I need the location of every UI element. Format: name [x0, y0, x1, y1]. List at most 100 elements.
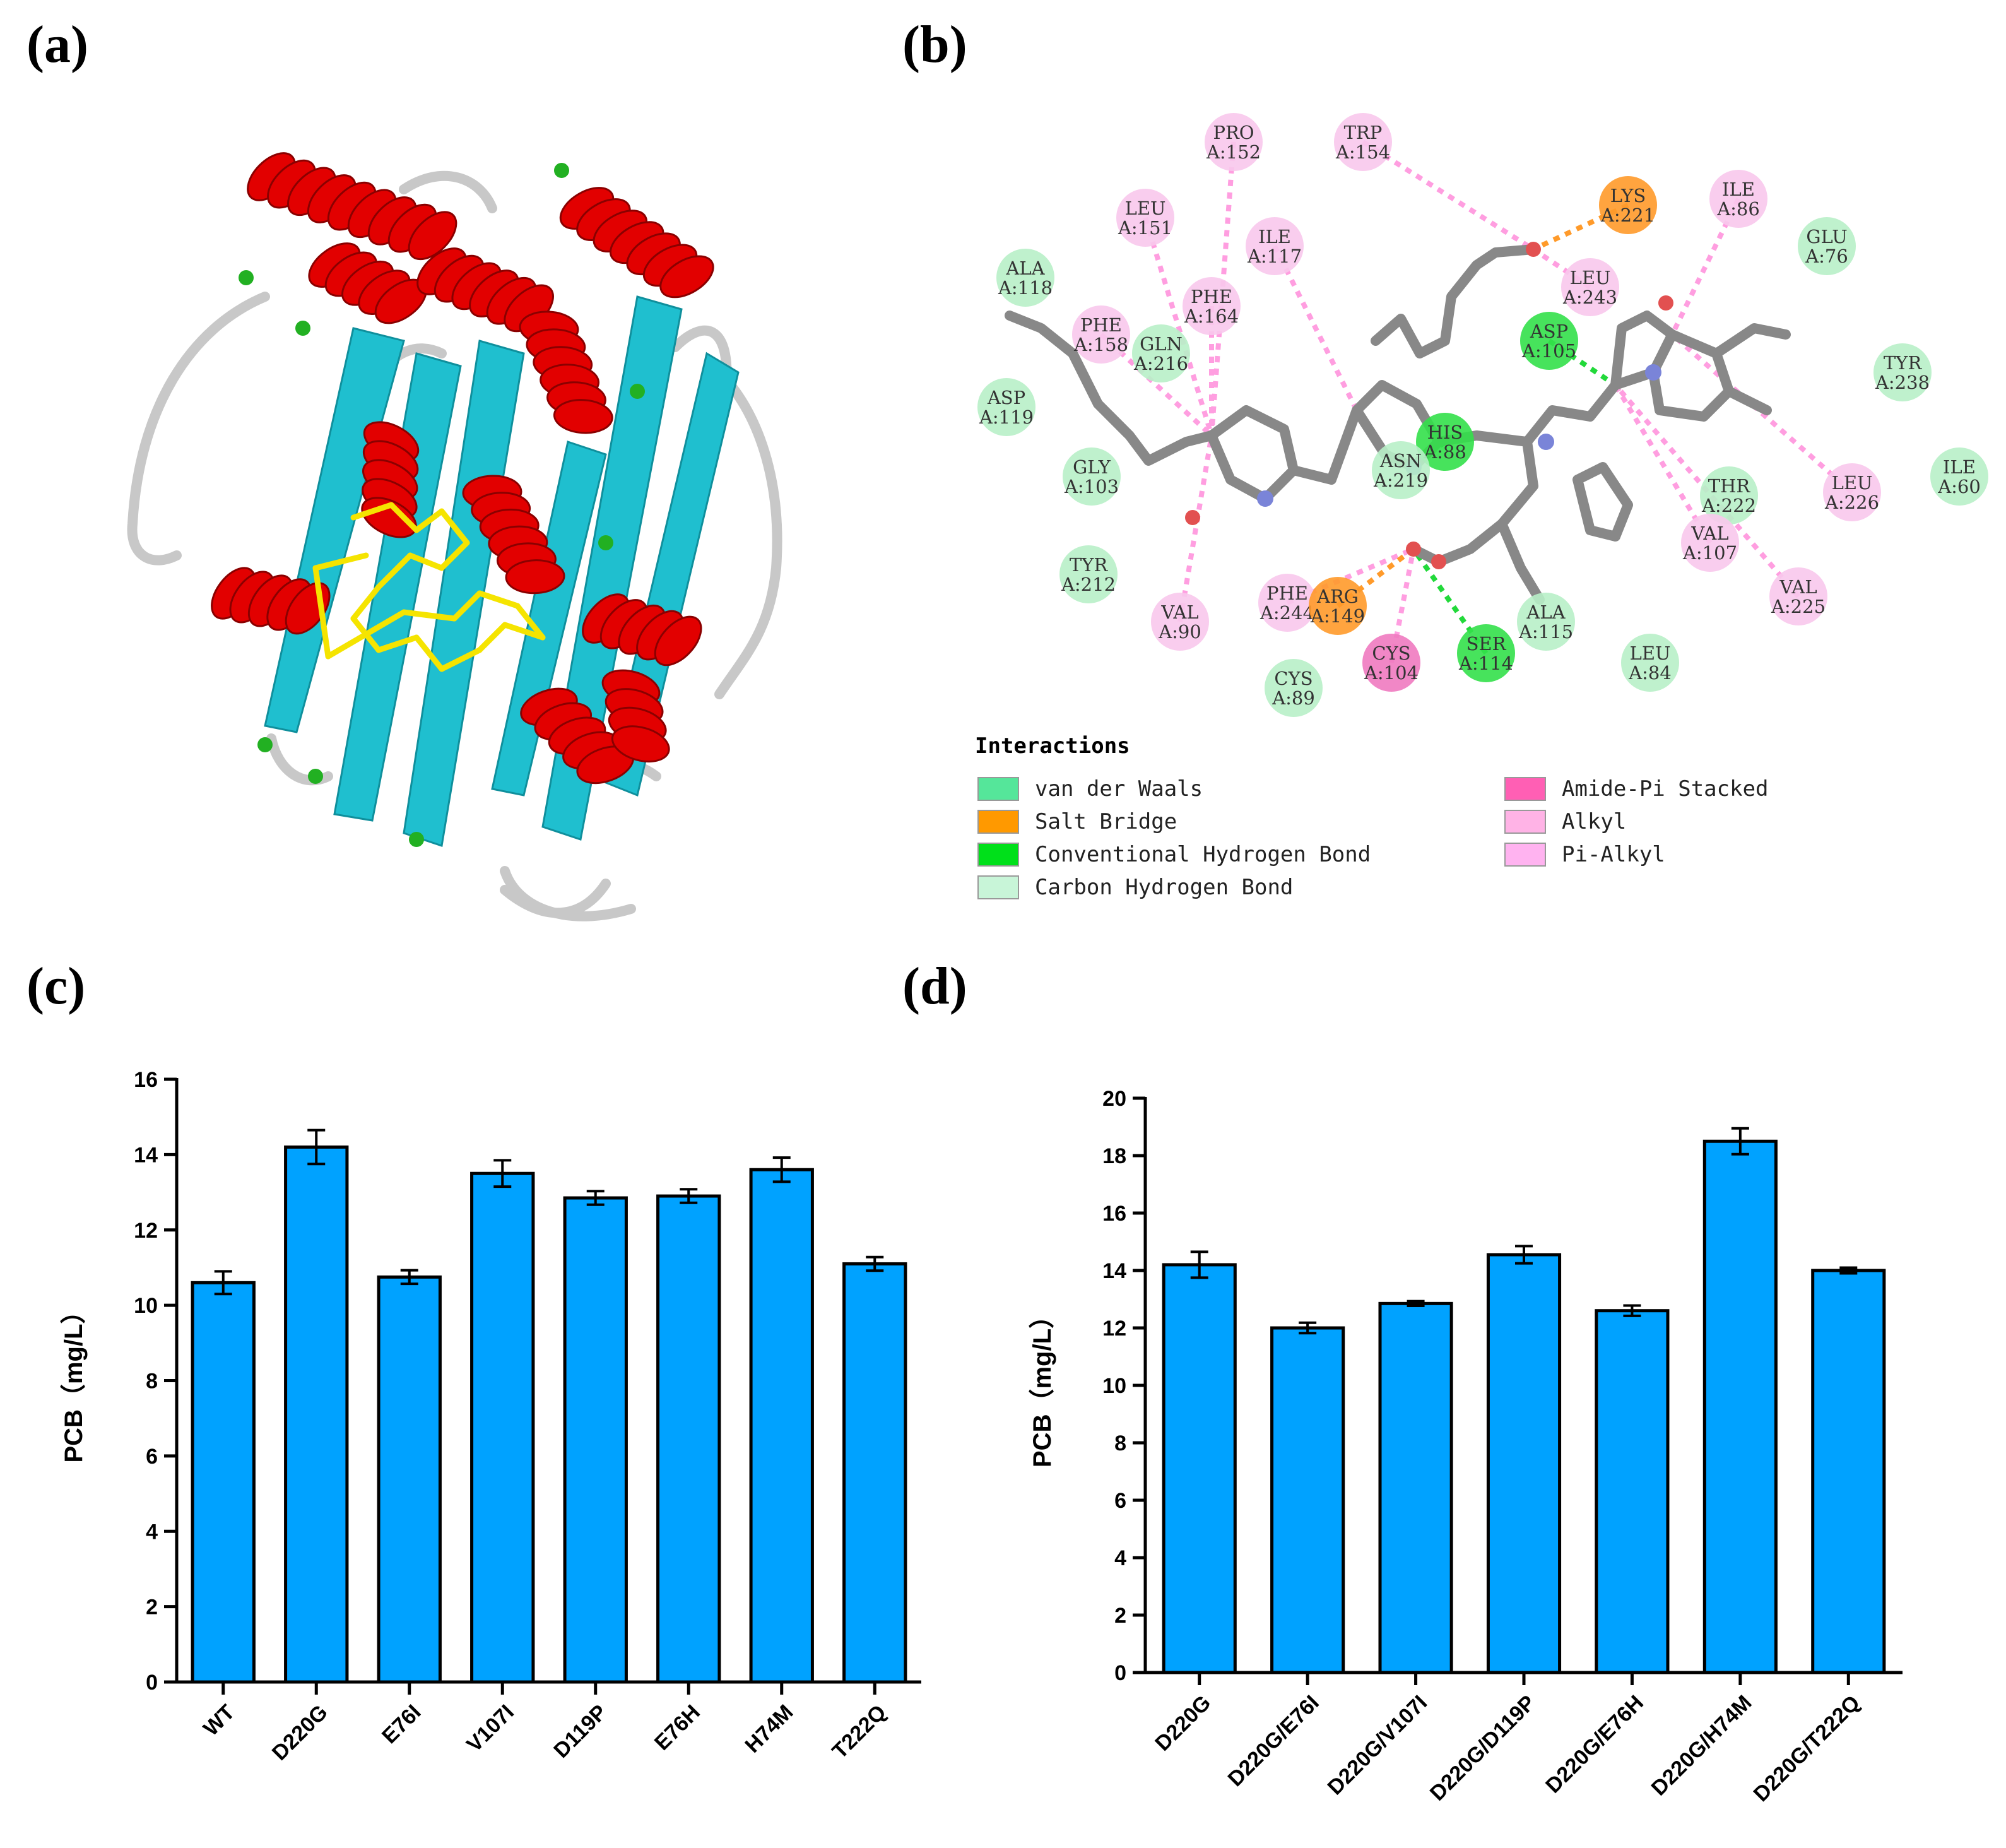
residue-circle [1205, 113, 1263, 171]
turn-segment [554, 163, 569, 178]
y-tick-label: 10 [1102, 1374, 1126, 1398]
residue-name: HIS [1427, 422, 1463, 443]
bar [1270, 1326, 1345, 1674]
legend-swatch [977, 810, 1019, 834]
residue-name: PHE [1191, 286, 1232, 307]
ligand-bond [1711, 323, 1791, 358]
legend-swatch [1504, 810, 1546, 834]
turn-segment [409, 832, 424, 847]
ligand-bond [1497, 519, 1545, 605]
residue-id: A:84 [1628, 662, 1672, 684]
residue-id: A:114 [1458, 653, 1513, 674]
residue-id: A:76 [1805, 246, 1848, 267]
bar [1486, 1253, 1562, 1674]
residue-circle [1561, 258, 1619, 316]
residue-circle [1246, 217, 1304, 275]
interaction-line [1209, 141, 1236, 436]
bar [563, 1196, 628, 1684]
turn-segment [598, 535, 613, 550]
oxygen-atom [1526, 242, 1541, 257]
residue-circle [1362, 634, 1420, 692]
ligand-2d-structure [1005, 242, 1791, 605]
residue-name: ALA [1005, 258, 1045, 279]
y-tick-label: 0 [146, 1671, 158, 1695]
x-tick-label: V107I [462, 1700, 519, 1757]
y-tick-label: 6 [1114, 1489, 1126, 1513]
interaction-line [1613, 383, 1713, 545]
residue-id: A:164 [1184, 305, 1239, 327]
residue-name: PHE [1266, 583, 1308, 604]
ligand-bond [1371, 244, 1538, 358]
residue-id: A:151 [1118, 217, 1172, 239]
y-axis-label: PCB（mg/L） [60, 1299, 88, 1463]
residue-circle [1416, 413, 1474, 471]
panel-label-d: (d) [902, 957, 967, 1016]
residue-circle [1183, 277, 1241, 335]
legend-label: Salt Bridge [1035, 809, 1177, 834]
residue-circle [1517, 593, 1575, 651]
residue-id: A:238 [1875, 372, 1930, 393]
turn-segment [308, 769, 323, 784]
residue-name: LEU [1832, 472, 1873, 494]
y-axis-label: PCB（mg/L） [1029, 1303, 1056, 1467]
residue-circle [1681, 514, 1739, 572]
interaction-line [1177, 435, 1214, 622]
residue-circle [1873, 343, 1932, 401]
bar [749, 1168, 814, 1684]
turn-segment [239, 270, 254, 285]
legend-label: Carbon Hydrogen Bond [1035, 875, 1293, 900]
x-tick-label: H74M [740, 1700, 798, 1758]
residue-circle [1823, 463, 1881, 521]
legend-label: Conventional Hydrogen Bond [1035, 842, 1371, 867]
residue-name: CYS [1274, 668, 1313, 689]
interaction-line [1286, 547, 1415, 605]
ligand-bond [1724, 386, 1772, 415]
y-tick-label: 18 [1102, 1144, 1126, 1168]
bar [1702, 1139, 1778, 1674]
residue-id: A:60 [1937, 476, 1981, 497]
residue-name: TYR [1884, 352, 1922, 374]
turn-segment [257, 737, 273, 752]
residue-circle [1116, 189, 1174, 247]
legend-swatch [1504, 843, 1546, 867]
residue-id: A:88 [1423, 441, 1466, 463]
legend-swatch [977, 875, 1019, 899]
y-tick-label: 0 [1114, 1661, 1126, 1685]
residue-name: LEU [1570, 267, 1611, 288]
x-tick-label: D119P [549, 1700, 611, 1763]
bar [1162, 1263, 1237, 1674]
y-tick-label: 12 [1102, 1317, 1126, 1341]
bar [842, 1262, 907, 1684]
residue-circle [1930, 447, 1988, 506]
y-tick-label: 8 [1114, 1431, 1126, 1455]
residue-circle [1265, 659, 1323, 717]
panel-label-a: (a) [27, 15, 88, 74]
residue-circle [1769, 567, 1827, 625]
residue-circle [996, 249, 1054, 307]
x-tick-label: D220G/D119P [1425, 1691, 1540, 1806]
residue-circle [1072, 305, 1130, 364]
x-tick-label: D220G [1150, 1691, 1215, 1756]
residue-name: ALA [1526, 601, 1566, 623]
residue-name: GLY [1073, 456, 1111, 478]
residue-id: A:221 [1600, 204, 1655, 226]
residue-name: PRO [1213, 122, 1254, 143]
bar [377, 1275, 442, 1684]
residue-circle [1621, 634, 1679, 692]
residue-circle [1334, 113, 1392, 171]
bar [1378, 1301, 1453, 1674]
